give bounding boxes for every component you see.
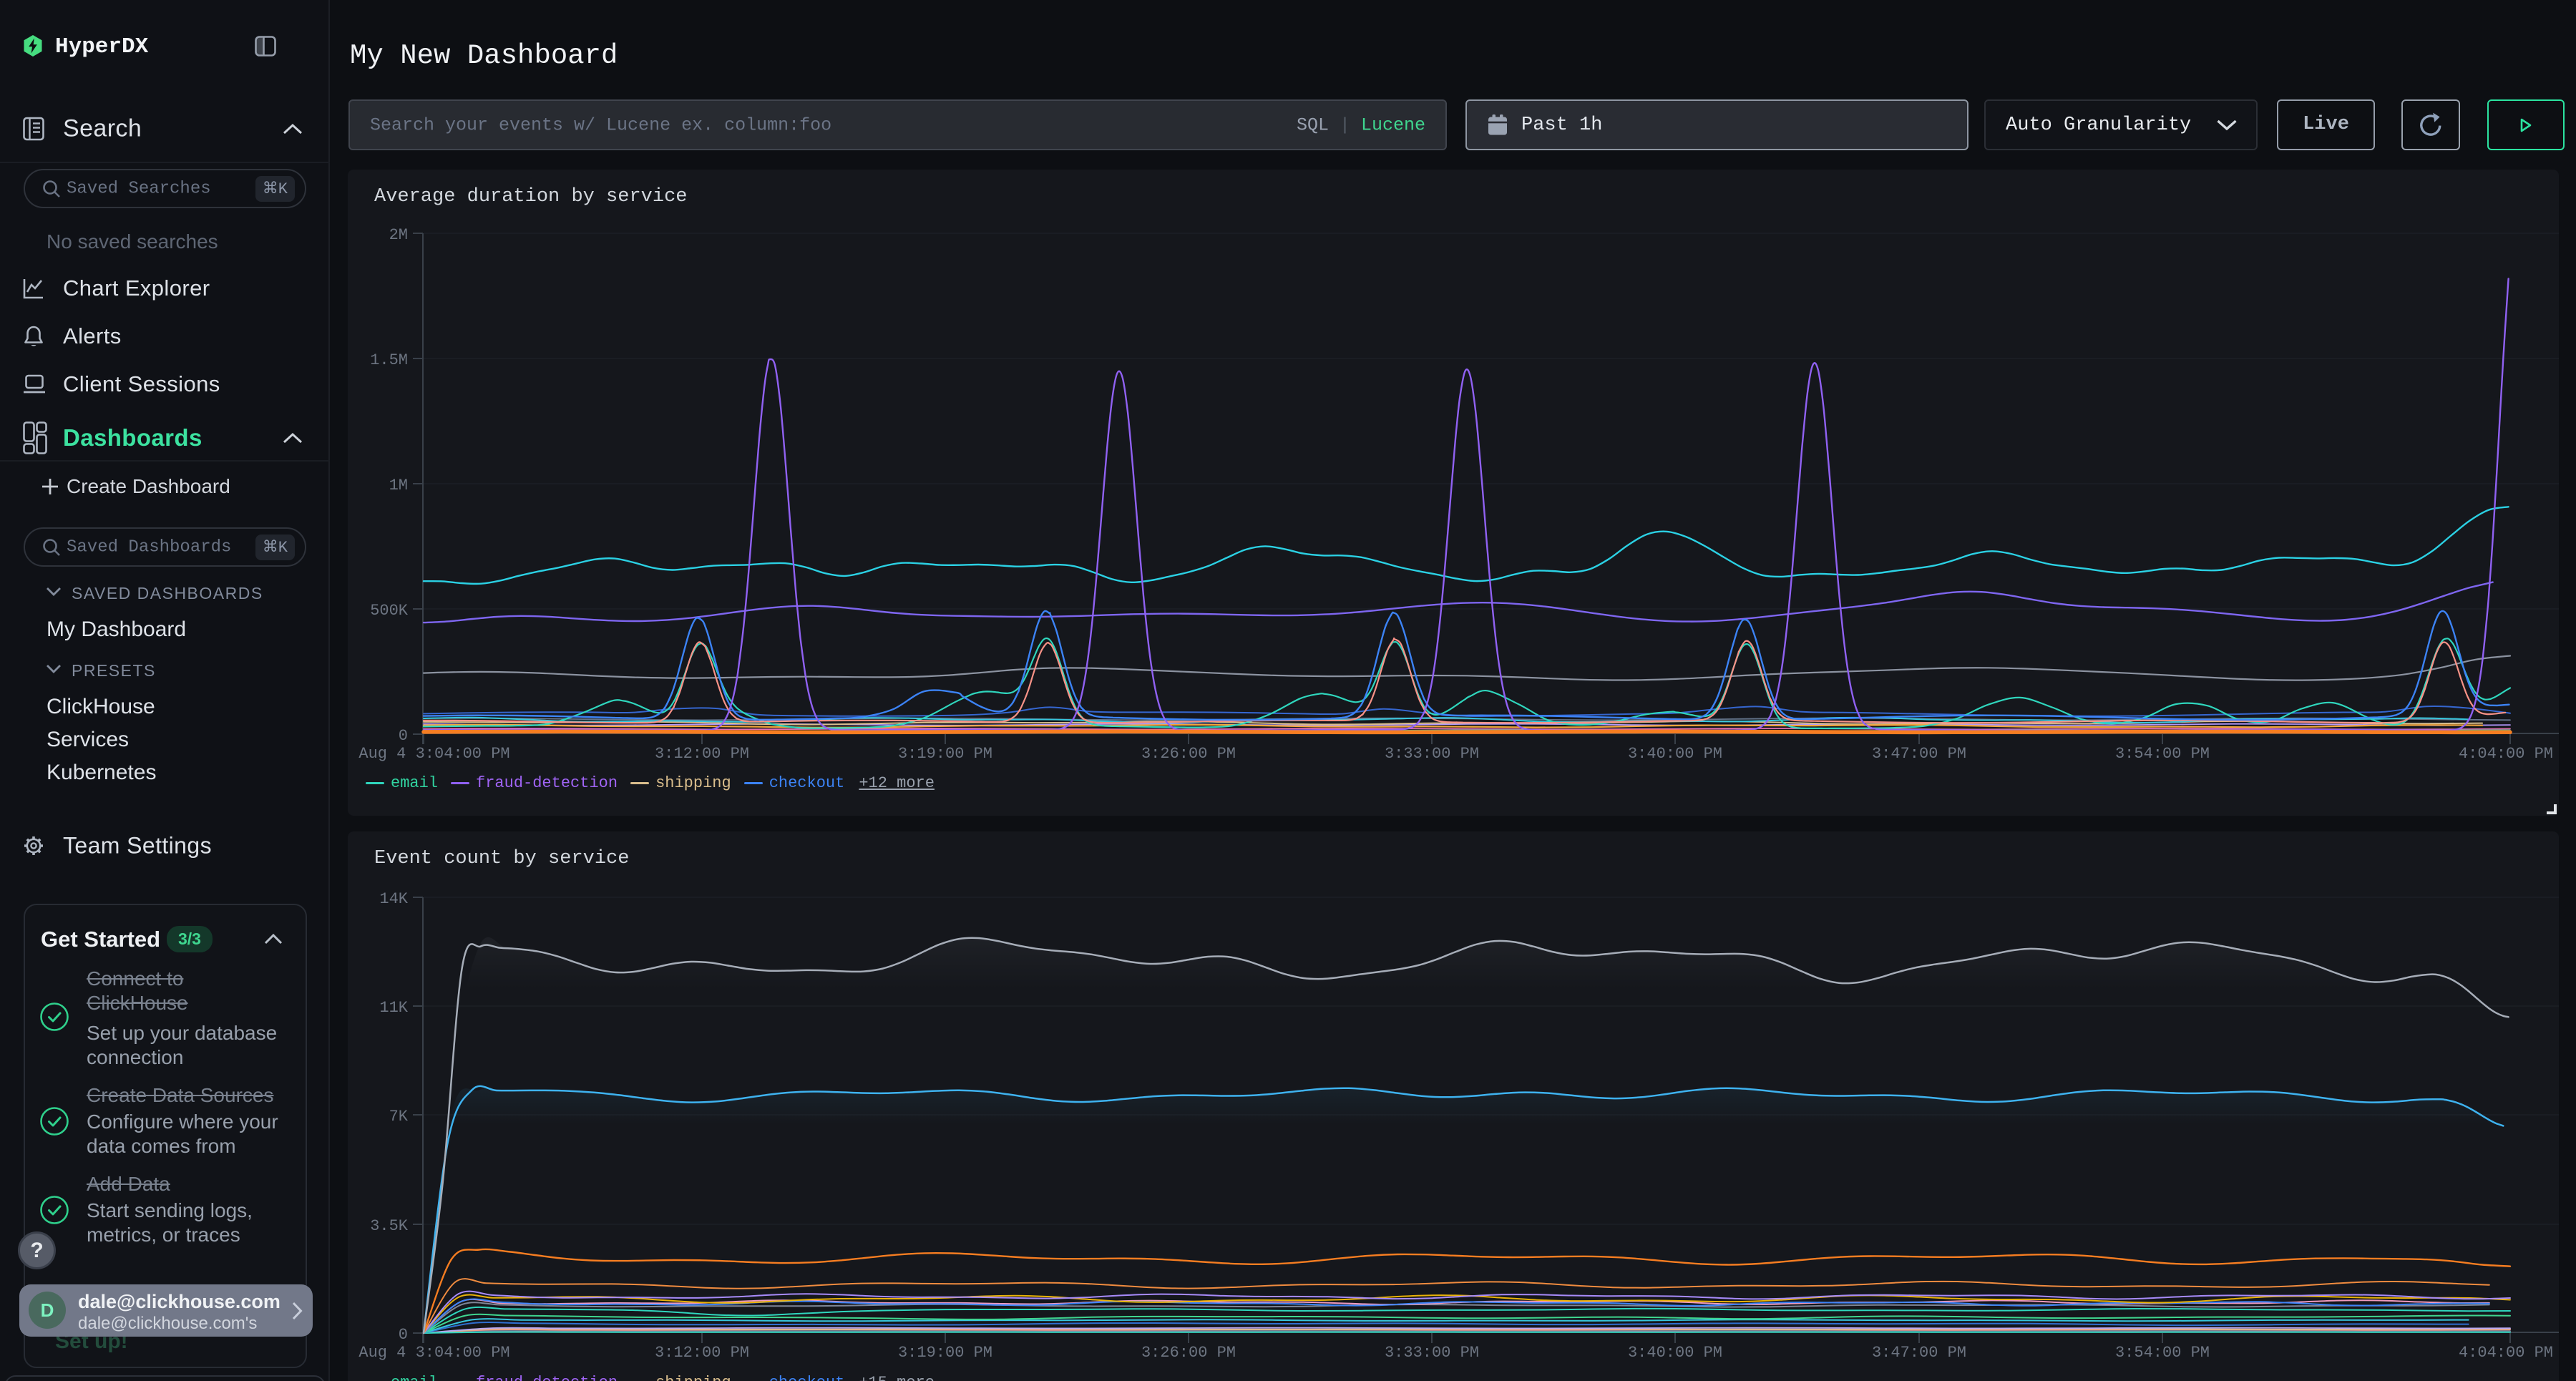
svg-text:500K: 500K <box>370 602 409 620</box>
svg-text:3:19:00 PM: 3:19:00 PM <box>898 745 992 763</box>
svg-text:4:04:00 PM: 4:04:00 PM <box>2459 1344 2553 1362</box>
svg-text:3:54:00 PM: 3:54:00 PM <box>2115 1344 2210 1362</box>
svg-text:7K: 7K <box>389 1108 409 1126</box>
svg-text:0: 0 <box>399 727 408 745</box>
svg-text:3:47:00 PM: 3:47:00 PM <box>1872 1344 1966 1362</box>
svg-text:3:33:00 PM: 3:33:00 PM <box>1385 1344 1479 1362</box>
svg-text:3:33:00 PM: 3:33:00 PM <box>1385 745 1479 763</box>
svg-text:4:04:00 PM: 4:04:00 PM <box>2459 745 2553 763</box>
svg-text:14K: 14K <box>379 890 408 908</box>
svg-text:3:40:00 PM: 3:40:00 PM <box>1628 745 1722 763</box>
svg-text:1.5M: 1.5M <box>370 351 408 369</box>
svg-text:0: 0 <box>399 1326 408 1344</box>
svg-text:3:12:00 PM: 3:12:00 PM <box>655 1344 749 1362</box>
svg-text:2M: 2M <box>389 226 408 244</box>
svg-text:3:26:00 PM: 3:26:00 PM <box>1141 745 1236 763</box>
svg-text:3:40:00 PM: 3:40:00 PM <box>1628 1344 1722 1362</box>
svg-text:3.5K: 3.5K <box>370 1217 409 1235</box>
svg-text:Aug 4 3:04:00 PM: Aug 4 3:04:00 PM <box>358 1344 509 1362</box>
svg-text:3:19:00 PM: 3:19:00 PM <box>898 1344 992 1362</box>
svg-text:3:54:00 PM: 3:54:00 PM <box>2115 745 2210 763</box>
svg-text:3:47:00 PM: 3:47:00 PM <box>1872 745 1966 763</box>
svg-text:1M: 1M <box>389 477 408 494</box>
svg-text:11K: 11K <box>379 999 408 1017</box>
svg-text:Aug 4 3:04:00 PM: Aug 4 3:04:00 PM <box>358 745 509 763</box>
svg-text:3:12:00 PM: 3:12:00 PM <box>655 745 749 763</box>
svg-text:3:26:00 PM: 3:26:00 PM <box>1141 1344 1236 1362</box>
